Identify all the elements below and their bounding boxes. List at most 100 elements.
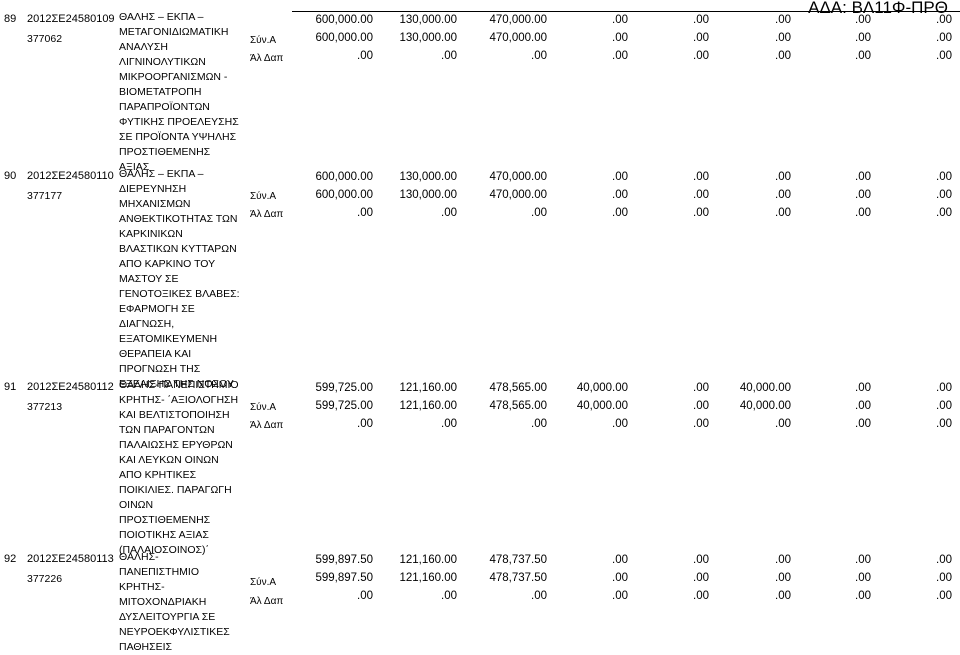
description-line: ΕΞΑΤΟΜΙΚΕΥΜΕΝΗ [119,333,218,345]
value-cell: .00 [531,50,547,62]
value-cell: .00 [531,418,547,430]
value-cell: .00 [612,171,628,183]
value-cell: .00 [775,32,791,44]
description-line: ΣΕ ΠΡΟΪΟΝΤΑ ΥΨΗΛΗΣ [119,131,237,143]
description-line: ΔΥΣΛΕΙΤΟΥΡΓΙΑ ΣΕ [119,611,216,623]
description-line: ΒΛΑΣΤΙΚΩΝ ΚΥΤΤΑΡΩΝ [119,243,237,255]
record-code2: 377213 [27,401,63,413]
value-cell: 600,000.00 [315,189,373,201]
value-row: 600,000.00 130,000.00 470,000.00 .00 .00 .00.… [0,14,960,26]
value-cell: .00 [936,590,952,602]
value-cell: .00 [612,554,628,566]
value-cell: 600,000.00 [315,171,373,183]
description-line: ΔΙΑΓΝΩΣΗ, [119,318,175,330]
value-cell: .00 [775,189,791,201]
value-cell: .00 [441,418,457,430]
value-cell: .00 [775,418,791,430]
value-cell: 130,000.00 [399,189,457,201]
record-description: ΘΑΛΗΣ- ΠΑΝΕΠΙΣΤΗΜΙΟ ΚΡΗΤΗΣ- ΜΙΤΟΧΟΝΔΡΙΑΚΗ ΔΥ… [119,550,261,655]
description-line: ΕΞΕΛΙΞΗΣ ΤΗΣ ΝΟΣΟΥ [119,378,234,390]
value-cell: .00 [936,50,952,62]
row-label: Άλ Δαπ [250,596,284,607]
value-cell: 470,000.00 [489,171,547,183]
record-code: 2012ΣΕ24580113 [27,553,114,565]
value-cell: .00 [612,207,628,219]
record-description: ΘΑΛΗΣ – ΕΚΠΑ – ΜΕΤΑΓΟΝΙΔΙΩΜΑΤΙΚΗ ΑΝΑΛΥΣΗ ΛΙ… [119,10,261,175]
value-cell: .00 [855,418,871,430]
record-description: ΘΑΛΗΣ – ΕΚΠΑ – ΔΙΕΡΕΥΝΗΣΗ ΜΗΧΑΝΙΣΜΩΝ ΑΝΘΕΚΤ… [119,167,261,392]
value-cell: .00 [855,207,871,219]
value-row: 600,000.00 130,000.00 470,000.00 .00 .00 .00.… [0,171,960,183]
value-cell: 599,725.00 [315,382,373,394]
value-cell: .00 [531,590,547,602]
value-cell: 40,000.00 [576,382,628,394]
value-cell: .00 [693,382,709,394]
value-cell: 40,000.00 [576,400,628,412]
value-cell: .00 [612,418,628,430]
value-cell: .00 [693,14,709,26]
value-cell: .00 [775,207,791,219]
value-cell: 599,725.00 [315,400,373,412]
description-line: (ΠΑΛΑΙΟΣΟΙΝΟΣ)΄ [119,544,209,556]
record-code2: 377177 [27,190,63,202]
value-cell: .00 [936,207,952,219]
description-line: ΚΡΗΤΗΣ- [119,581,165,593]
value-cell: .00 [693,171,709,183]
value-cell: 121,160.00 [399,554,457,566]
value-cell: 40,000.00 [739,400,791,412]
description-line: ΚΡΗΤΗΣ- ΄ΑΞΙΟΛΟΓΗΣΗ [119,394,239,406]
value-cell: 478,565.00 [489,400,547,412]
description-line: ΑΞΙΑΣ [119,161,150,173]
value-cell: 470,000.00 [489,189,547,201]
value-cell: 121,160.00 [399,572,457,584]
value-cell: .00 [693,572,709,584]
value-cell: .00 [612,572,628,584]
description-line: ΜΙΤΟΧΟΝΔΡΙΑΚΗ [119,596,207,608]
value-cell: 478,565.00 [489,382,547,394]
value-cell: .00 [357,50,373,62]
description-line: ΜΕΤΑΓΟΝΙΔΙΩΜΑΤΙΚΗ [119,26,229,38]
value-cell: .00 [936,418,952,430]
value-row: 599,897.50 121,160.00 478,737.50 .00 .00 .00.… [0,554,960,566]
value-cell: .00 [693,418,709,430]
value-cell: .00 [936,14,952,26]
top-rule [292,11,960,12]
description-line: ΠΑΘΗΣΕΙΣ [119,641,173,653]
value-cell: 478,737.50 [489,554,547,566]
value-cell: .00 [612,189,628,201]
value-row: 600,000.00 130,000.00 470,000.00 .00 .00 .00.… [0,189,960,201]
value-cell: .00 [855,50,871,62]
value-cell: .00 [693,590,709,602]
value-row: .00 .00 .00 .00 .00 .00 .00 .00 [0,418,960,430]
value-cell: 130,000.00 [399,14,457,26]
value-cell: .00 [936,171,952,183]
record-number: 89 [4,13,17,25]
value-cell: .00 [855,554,871,566]
value-cell: .00 [936,572,952,584]
description-line: ΠΑΝΕΠΙΣΤΗΜΙΟ [119,566,199,578]
description-line: ΚΑΡΚΙΝΙΚΩΝ [119,228,183,240]
description-line: ΕΦΑΡΜΟΓΗ ΣΕ [119,303,195,315]
value-cell: .00 [855,189,871,201]
value-cell: .00 [936,189,952,201]
description-line: ΠΟΙΚΙΛΙΕΣ. ΠΑΡΑΓΩΓΗ [119,484,232,496]
description-line: ΤΩΝ ΠΑΡΑΓΟΝΤΩΝ [119,424,215,436]
description-line: ΠΡΟΣΤΙΘΕΜΕΝΗΣ [119,146,211,158]
value-row: 599,725.00 121,160.00 478,565.00 40,000.00.… [0,400,960,412]
description-line: ΑΠΟ ΚΡΗΤΙΚΕΣ [119,469,197,481]
record-code: 2012ΣΕ24580110 [27,170,114,182]
value-cell: .00 [441,590,457,602]
value-cell: .00 [357,418,373,430]
description-line: ΠΑΡΑΠΡΟΪΟΝΤΩΝ [119,101,210,113]
value-cell: 470,000.00 [489,32,547,44]
description-line: ΝΕΥΡΟΕΚΦΥΛΙΣΤΙΚΕΣ [119,626,230,638]
description-line: ΒΙΟΜΕΤΑΤΡΟΠΗ [119,86,202,98]
record-number: 92 [4,553,17,565]
value-cell: .00 [855,572,871,584]
value-cell: .00 [775,554,791,566]
record-code2: 377226 [27,573,63,585]
description-line: ΔΙΕΡΕΥΝΗΣΗ [119,183,187,195]
description-line: ΜΗΧΑΝΙΣΜΩΝ [119,198,191,210]
value-cell: .00 [775,50,791,62]
value-cell: 121,160.00 [399,400,457,412]
